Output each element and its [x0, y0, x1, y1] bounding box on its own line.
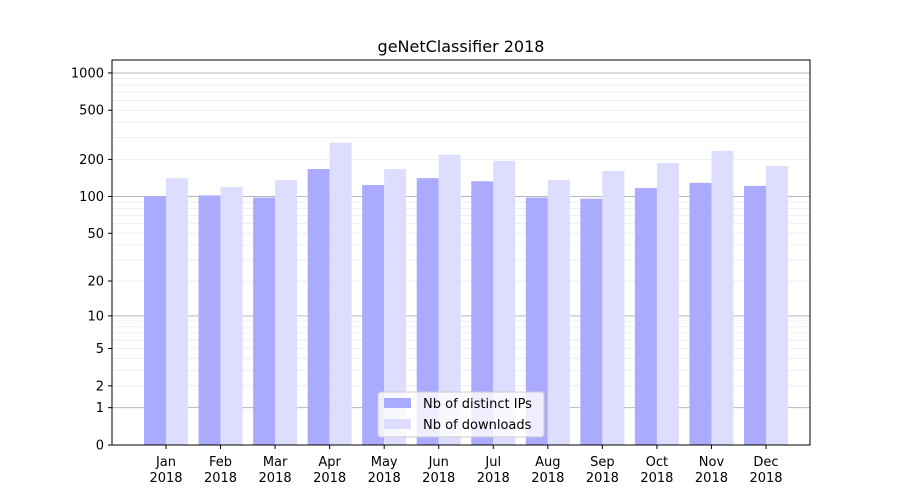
- bar-downloads: [438, 154, 461, 446]
- x-tick-label: 2018: [586, 471, 619, 486]
- bar-distinct-ips: [471, 181, 494, 445]
- y-tick-label: 200: [79, 153, 104, 168]
- y-tick-label: 100: [79, 190, 104, 205]
- bar-distinct-ips: [362, 184, 385, 445]
- x-tick-label: Apr: [318, 455, 341, 470]
- x-tick-label: Feb: [209, 455, 232, 470]
- bar-distinct-ips: [744, 185, 766, 446]
- x-tick-label: May: [371, 455, 398, 470]
- x-tick-label: 2018: [640, 471, 673, 486]
- bar-distinct-ips: [198, 195, 221, 445]
- bar-distinct-ips: [416, 178, 439, 445]
- bar-downloads: [547, 180, 570, 446]
- legend-label: Nb of downloads: [423, 418, 532, 433]
- bar-downloads: [656, 163, 679, 445]
- bar-downloads: [602, 171, 625, 445]
- x-tick-label: 2018: [531, 471, 564, 486]
- bar-distinct-ips: [144, 196, 166, 445]
- x-tick-label: 2018: [204, 471, 237, 486]
- bar-distinct-ips: [634, 188, 657, 446]
- x-tick-label: 2018: [259, 471, 292, 486]
- x-tick-label: 2018: [749, 471, 782, 486]
- bar-downloads: [220, 187, 243, 445]
- bar-distinct-ips: [253, 197, 276, 445]
- x-tick-label: Oct: [646, 455, 668, 470]
- x-tick-label: Dec: [753, 455, 778, 470]
- x-tick-label: Jul: [484, 455, 501, 470]
- x-tick-label: Jun: [428, 455, 449, 470]
- x-tick-label: Jan: [155, 455, 176, 470]
- legend-swatch: [384, 398, 411, 408]
- bar-distinct-ips: [307, 169, 330, 445]
- y-tick-label: 1000: [71, 66, 104, 81]
- plot-frame: [111, 59, 811, 446]
- x-tick-label: Nov: [699, 455, 725, 470]
- bar-downloads: [384, 169, 407, 445]
- legend-label: Nb of distinct IPs: [423, 397, 532, 412]
- x-tick-label: Aug: [535, 455, 560, 470]
- x-tick-label: 2018: [477, 471, 510, 486]
- bar-downloads: [329, 142, 352, 445]
- x-tick-label: 2018: [422, 471, 455, 486]
- y-tick-label: 5: [96, 342, 104, 357]
- bar-downloads: [493, 160, 516, 445]
- x-tick-label: 2018: [695, 471, 728, 486]
- x-tick-label: 2018: [368, 471, 401, 486]
- y-tick-label: 1: [96, 401, 104, 416]
- legend-swatch: [384, 419, 411, 429]
- y-tick-label: 2: [96, 379, 104, 394]
- bar-downloads: [711, 150, 734, 445]
- bar-downloads: [275, 180, 298, 446]
- bar-distinct-ips: [580, 198, 603, 445]
- x-tick-label: Sep: [590, 455, 615, 470]
- legend-box: [377, 391, 545, 438]
- y-tick-label: 20: [87, 275, 104, 290]
- bar-downloads: [766, 165, 788, 445]
- bar-downloads: [166, 178, 188, 445]
- bar-distinct-ips: [689, 182, 712, 445]
- legend: Nb of distinct IPs Nb of downloads: [377, 391, 545, 438]
- y-tick-label: 10: [87, 309, 104, 324]
- y-tick-label: 0: [96, 439, 104, 454]
- x-tick-label: 2018: [149, 471, 182, 486]
- y-tick-label: 50: [87, 227, 104, 242]
- bar-distinct-ips: [525, 197, 548, 445]
- y-tick-label: 500: [79, 104, 104, 119]
- x-tick-label: 2018: [313, 471, 346, 486]
- x-tick-label: Mar: [263, 455, 288, 470]
- chart-title: geNetClassifier 2018: [378, 37, 545, 56]
